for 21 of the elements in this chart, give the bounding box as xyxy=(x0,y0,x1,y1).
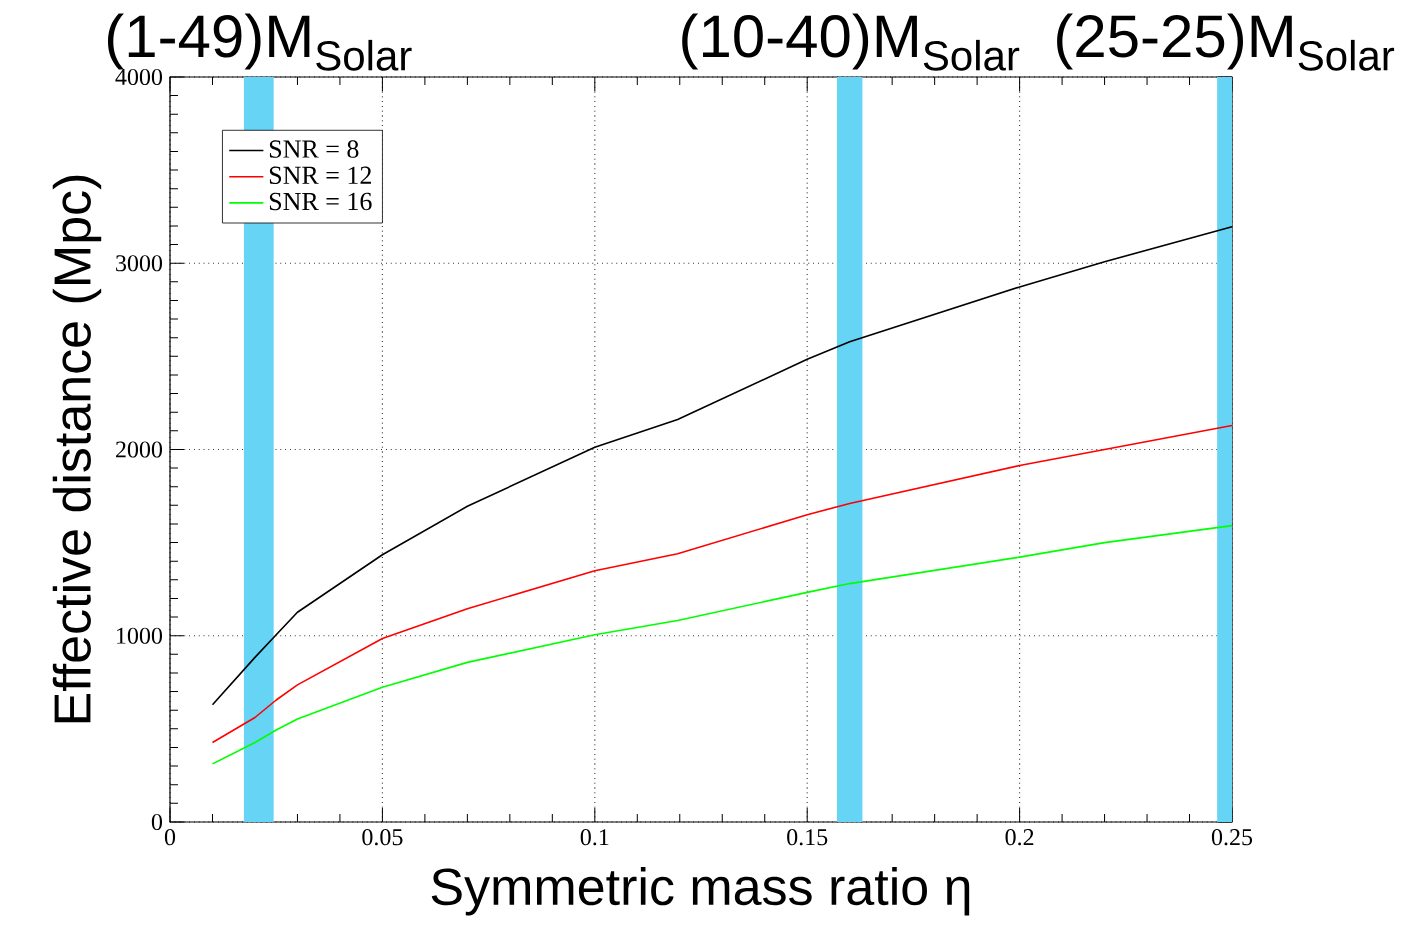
y-tick-label: 4000 xyxy=(115,68,163,86)
x-tick-label: 0.15 xyxy=(787,829,828,846)
legend-label: SNR = 8 xyxy=(269,140,359,158)
x-axis-title: Symmetric mass ratio η xyxy=(431,867,970,916)
y-tick-label: 0 xyxy=(151,813,163,831)
x-tick-label: 0.2 xyxy=(1005,829,1034,846)
x-tick-label: 0.25 xyxy=(1211,829,1253,846)
y-tick-label: 1000 xyxy=(117,627,163,644)
line-series xyxy=(211,424,1233,744)
y-tick-label: 2000 xyxy=(116,441,163,458)
band-label: (25-25)M$_{Solar}$ xyxy=(1057,13,1395,71)
band-label: (1-49)M$_{Solar}$ xyxy=(107,13,412,71)
y-tick-label: 3000 xyxy=(116,255,163,272)
x-tick-label: 0.05 xyxy=(362,829,403,846)
line-series xyxy=(211,524,1233,765)
x-tick-label: 0.1 xyxy=(580,829,609,846)
band-label: (10-40)M$_{Solar}$ xyxy=(682,13,1020,71)
legend-label: SNR = 12 xyxy=(269,166,371,185)
x-tick-label: 0 xyxy=(164,829,176,846)
y-axis-title: Effective distance (Mpc) xyxy=(52,175,102,723)
legend-label: SNR = 16 xyxy=(269,192,372,211)
